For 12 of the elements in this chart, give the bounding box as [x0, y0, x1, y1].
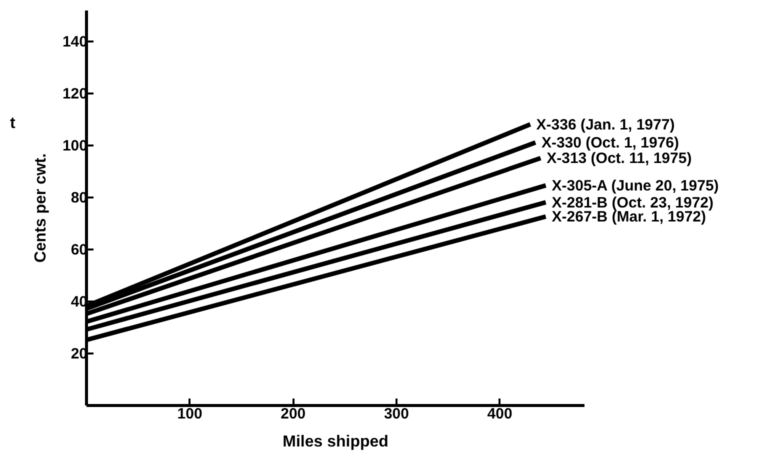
- series-label: X-305-A (June 20, 1975): [552, 177, 719, 194]
- x-tick-label: 200: [280, 406, 306, 422]
- y-axis-title: Cents per cwt.: [32, 153, 50, 263]
- x-axis-title: Miles shipped: [282, 434, 388, 450]
- series-label: X-313 (Oct. 11, 1975): [546, 150, 692, 168]
- x-tick-label: 100: [177, 406, 202, 422]
- x-tick-label: 300: [384, 406, 409, 422]
- x-tick-label: 400: [487, 406, 512, 422]
- series-label: X-330 (Oct. 1, 1976): [541, 134, 680, 152]
- text: t: [10, 115, 16, 133]
- series-label: X-336 (Jan. 1, 1977): [536, 116, 675, 134]
- series-label: X-281-B (Oct. 23, 1972): [552, 194, 714, 212]
